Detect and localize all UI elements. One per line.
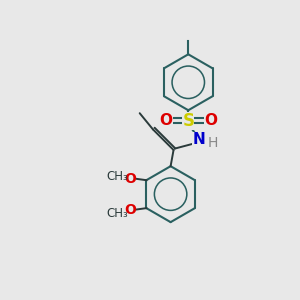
Text: O: O bbox=[160, 113, 173, 128]
Text: H: H bbox=[208, 136, 218, 150]
Text: N: N bbox=[192, 132, 205, 147]
Text: S: S bbox=[182, 112, 194, 130]
Text: O: O bbox=[204, 113, 217, 128]
Text: O: O bbox=[124, 172, 136, 186]
Text: O: O bbox=[124, 202, 136, 217]
Text: CH₃: CH₃ bbox=[106, 207, 128, 220]
Text: CH₃: CH₃ bbox=[106, 170, 128, 183]
